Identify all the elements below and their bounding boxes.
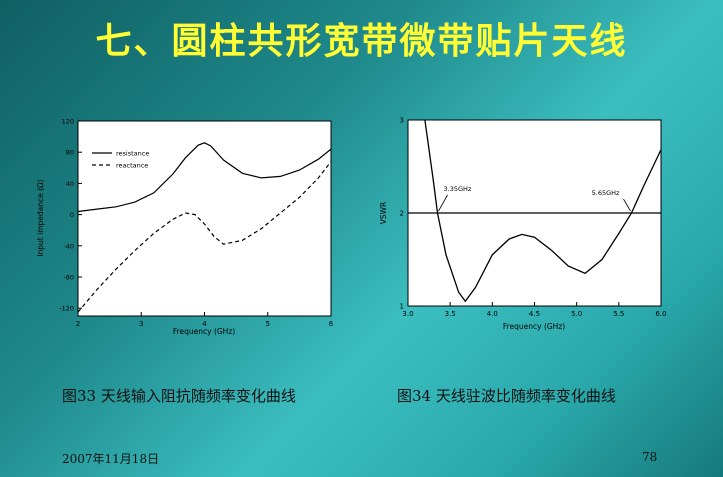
chart1-xtick-label: 3 — [139, 320, 143, 328]
chart1-series-reactance — [77, 161, 332, 313]
chart2-ytick-label: 1 — [400, 303, 404, 311]
chart2-ytick-label: 3 — [400, 117, 404, 125]
chart2-xtick-label: 4.5 — [529, 310, 540, 318]
chart1-plot-area — [77, 120, 332, 317]
chart1-ytick-label: 40 — [66, 180, 74, 188]
chart2-xtick-label: 3.0 — [402, 310, 413, 318]
vswr-chart: 3.0 3.5 4.0 4.5 5.0 5.5 6.0 3 2 1 3.35GHz 5.65GHz F… — [379, 117, 667, 332]
vswr-caption: 图34 天线驻波比随频率变化曲线 — [397, 387, 616, 405]
chart1-xlabel: Frequency (GHz) — [173, 327, 235, 336]
chart2-annotation-high: 5.65GHz — [592, 189, 620, 197]
chart2-xtick-label: 5.0 — [571, 310, 582, 318]
chart2-annotation-low-arrow — [438, 194, 448, 212]
chart2-ytick-label: 2 — [400, 210, 404, 218]
page-number: 78 — [642, 450, 658, 464]
chart2-annotation-high-arrow — [623, 198, 631, 212]
chart1-xtick-label: 2 — [76, 320, 80, 328]
chart1-legend-label: resistance — [116, 150, 149, 158]
chart2-ylabel: VSWR — [379, 202, 388, 225]
chart1-ytick-label: 120 — [62, 118, 74, 126]
slide-title: 七、圆柱共形宽带微带贴片天线 — [95, 21, 628, 62]
chart1-xtick-label: 5 — [266, 320, 270, 328]
chart1-series-resistance — [77, 142, 332, 213]
chart1-ylabel: Input impedance (Ω) — [36, 179, 45, 256]
impedance-chart: 2 3 4 5 6 120 80 40 0 -40 -80 -120 resistance reactan… — [36, 118, 334, 337]
chart1-ytick-label: 0 — [70, 211, 74, 219]
chart1-ytick-label: -120 — [59, 305, 74, 313]
chart2-xtick-label: 4.0 — [487, 310, 498, 318]
impedance-caption: 图33 天线输入阻抗随频率变化曲线 — [62, 387, 296, 405]
chart1-legend-label: reactance — [116, 162, 148, 170]
chart1-ytick-label: 80 — [66, 149, 74, 157]
slide-date: 2007年11月18日 — [62, 452, 160, 466]
chart2-annotation-low: 3.35GHz — [444, 185, 472, 193]
chart2-xtick-label: 3.5 — [445, 310, 456, 318]
chart2-series-vswr — [424, 120, 661, 303]
chart1-xtick-label: 4 — [202, 320, 207, 328]
chart1-ytick-label: -80 — [63, 274, 74, 282]
chart1-xtick-label: 6 — [329, 320, 334, 328]
chart2-xlabel: Frequency (GHz) — [503, 322, 565, 331]
chart1-ytick-label: -40 — [63, 242, 74, 250]
chart2-xtick-label: 5.5 — [613, 310, 624, 318]
chart2-xtick-label: 6.0 — [655, 310, 666, 318]
